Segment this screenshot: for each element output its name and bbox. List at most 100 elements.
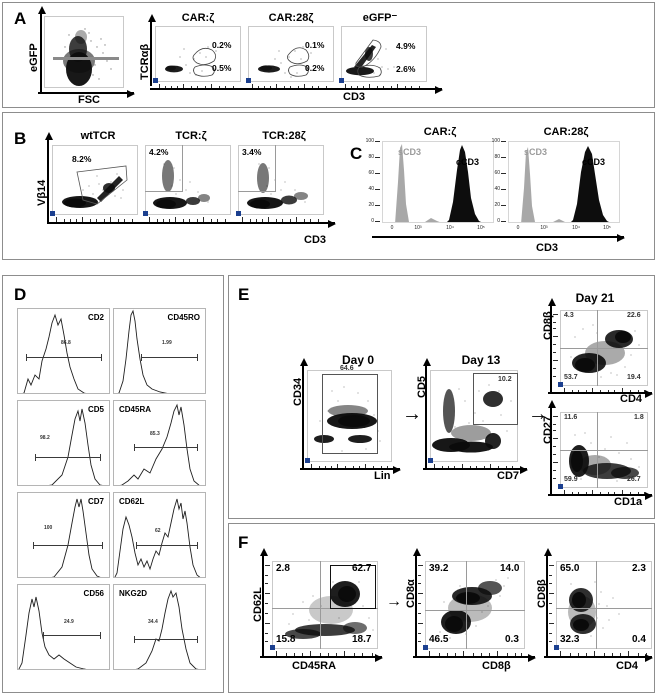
day21-cd8b-cd4-ll: 53.7 <box>564 374 578 381</box>
plot-title-car-zeta: CAR:ζ <box>181 12 215 24</box>
cd5-curve <box>48 408 103 485</box>
cd8b-cd4-ll: 32.3 <box>560 634 580 645</box>
panel-a-cd3-axis <box>150 86 443 94</box>
cd8a-cd8b-origin <box>423 645 428 650</box>
plot-day13 <box>430 370 518 462</box>
cd45ro-marker-label: CD45RO <box>167 313 200 322</box>
day21-cd27-cd1a-y-axis <box>548 400 556 494</box>
cd62l-marker-label: CD62L <box>119 497 145 506</box>
cd8b-cd4-quad-h <box>556 608 652 609</box>
axis-label-cd4-e: CD4 <box>620 393 643 405</box>
axis-label-cd8b-e: CD8β <box>542 311 554 340</box>
axis-label-fsc: FSC <box>78 94 100 106</box>
plot-tcr-zeta <box>145 145 231 215</box>
day13-dots <box>432 384 512 453</box>
car-zeta-hist-ytick-20: 20 <box>368 202 374 208</box>
panel-c-label: C <box>350 144 363 163</box>
tcr-28zeta-x-ticks <box>238 215 324 222</box>
axis-label-cd34: CD34 <box>292 377 304 406</box>
day0-x-ticks <box>307 462 392 469</box>
cd8b-cd4-lr: 0.4 <box>632 634 646 645</box>
tcr-zeta-gate-v <box>182 145 183 191</box>
car-28zeta-hist-ytick-100: 100 <box>491 138 500 144</box>
car-zeta-hist-xtick-1e3: 10³ <box>414 225 422 231</box>
car-zeta-upper-pct: 0.2% <box>212 40 232 50</box>
axis-label-cd27: CD27 <box>542 415 554 444</box>
car-zeta-hist-xtick-1e5: 10⁵ <box>477 225 485 231</box>
day21-cd27-cd1a-lr: 26.7 <box>627 476 641 483</box>
panel-b-x-axis <box>47 220 336 228</box>
cd62l-cd45ra-dots <box>285 581 374 639</box>
egfp-fsc-dots <box>63 28 112 86</box>
cd56-value: 24.9 <box>64 619 74 625</box>
axis-label-cd45ra-f: CD45RA <box>292 660 337 672</box>
cd8b-cd4-origin <box>554 645 559 650</box>
car-zeta-hist-ytick-0: 0 <box>371 218 374 224</box>
car-28zeta-upper-pct: 0.1% <box>305 40 325 50</box>
axis-label-cd5: CD5 <box>416 375 428 398</box>
tcr-zeta-dots <box>153 160 210 209</box>
cd8b-cd4-x-axis <box>544 654 653 662</box>
day21-cd27-cd1a-ll: 59.9 <box>564 476 578 483</box>
day0-y-axis <box>300 358 308 468</box>
day13-origin <box>428 458 433 463</box>
cd62l-cd45ra-lr: 18.7 <box>352 634 372 645</box>
cd5-marker-label: CD5 <box>87 405 104 414</box>
car-28zeta-hist-ytick-20: 20 <box>494 202 500 208</box>
cd8b-cd4-y-axis <box>544 548 552 656</box>
day21-cd27-cd1a-ur: 1.8 <box>634 414 644 421</box>
nkg2d-marker-label: NKG2D <box>119 589 148 598</box>
arrow-day13-to-day21: → <box>528 403 548 425</box>
car-zeta-hist-xtick-1e4: 10⁴ <box>446 225 454 231</box>
car-28zeta-hist-ytick-60: 60 <box>494 170 500 176</box>
car-zeta-ccd3-label: cCD3 <box>456 157 480 167</box>
cd62l-value: 62 <box>155 528 161 534</box>
panel-e-label: E <box>238 285 250 304</box>
car-zeta-hist-xtick-0: 0 <box>390 225 394 231</box>
cd8a-cd8b-x-axis <box>413 654 536 662</box>
hist-cd56: CD56 24.9 <box>17 584 110 670</box>
car-zeta-hist-y-ticks <box>375 141 382 223</box>
car-zeta-hist-ytick-100: 100 <box>365 138 374 144</box>
wttcr-origin <box>50 211 55 216</box>
cd62l-cd45ra-ll: 15.8 <box>276 634 296 645</box>
day13-y-axis <box>423 358 431 468</box>
plot-car-28zeta <box>248 26 334 82</box>
cd62l-cd45ra-ul: 2.8 <box>276 563 290 574</box>
egfp-neg-upper-gate <box>355 39 382 68</box>
hist-cd5: CD5 98.2 <box>17 400 110 486</box>
cd8a-cd8b-ul: 39.2 <box>429 563 449 574</box>
tcr-zeta-origin <box>143 211 148 216</box>
panel-b-y-axis <box>45 132 53 222</box>
plot-wttcr <box>52 145 138 215</box>
day21-cd27-cd1a-x-axis <box>548 492 653 500</box>
car-28zeta-dots <box>258 46 312 78</box>
car-28zeta-hist-ytick-0: 0 <box>497 218 500 224</box>
day0-dots <box>314 386 381 452</box>
cd56-marker-label: CD56 <box>83 589 104 598</box>
axis-label-egfp: eGFP <box>28 43 40 72</box>
car-28zeta-scd3-label: sCD3 <box>524 147 548 157</box>
day21-cd27-cd1a-quad-h <box>560 450 648 451</box>
car-28zeta-x-ticks <box>248 82 334 89</box>
cd8b-cd4-ur: 2.3 <box>632 563 646 574</box>
panel-f-label: F <box>238 533 249 552</box>
plot-car-zeta <box>155 26 241 82</box>
day21-title: Day 21 <box>575 291 615 305</box>
cd45ra-curve <box>120 403 200 485</box>
day21-cd8b-cd4-x-axis <box>548 390 653 398</box>
car-28zeta-hist-xtick-0: 0 <box>516 225 520 231</box>
cd7-curve <box>51 498 101 577</box>
day21-cd8b-cd4-lr: 19.4 <box>627 374 641 381</box>
tcr-28zeta-origin <box>236 211 241 216</box>
cd45ra-value: 85.3 <box>150 431 160 437</box>
wttcr-gate <box>76 165 128 205</box>
day0-x-axis <box>300 466 401 474</box>
egfp-neg-upper-pct: 4.9% <box>396 41 416 51</box>
cd62l-cd45ra-origin <box>270 645 275 650</box>
plot-title-egfp-neg: eGFP⁻ <box>362 12 398 24</box>
axis-label-cd7: CD7 <box>497 470 520 482</box>
wttcr-x-ticks <box>52 215 138 222</box>
tcr-28zeta-gate-h <box>238 191 276 192</box>
cd45ro-value: 1.99 <box>162 340 172 346</box>
